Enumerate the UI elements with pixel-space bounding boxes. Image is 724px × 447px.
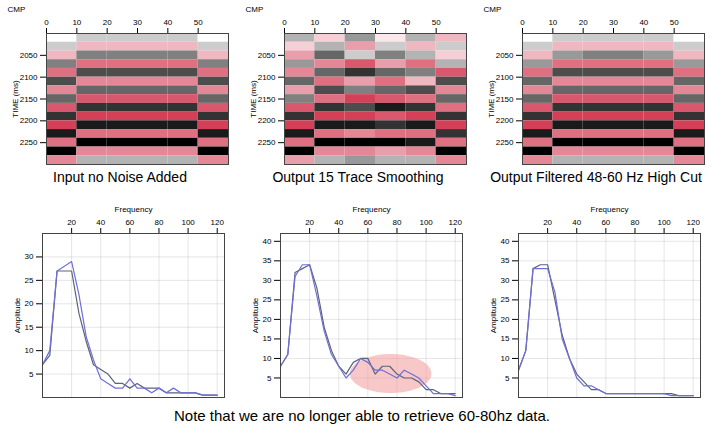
svg-text:2100: 2100: [20, 73, 38, 82]
svg-text:30: 30: [371, 18, 380, 27]
svg-text:60: 60: [363, 218, 372, 227]
svg-text:2250: 2250: [496, 138, 514, 147]
svg-text:20: 20: [263, 315, 272, 324]
svg-text:30: 30: [25, 252, 34, 261]
svg-text:20: 20: [305, 218, 314, 227]
svg-text:20: 20: [501, 315, 510, 324]
svg-text:40: 40: [96, 218, 105, 227]
svg-text:40: 40: [263, 237, 272, 246]
svg-text:Frequency: Frequency: [353, 205, 391, 214]
svg-text:2050: 2050: [258, 51, 276, 60]
svg-text:20: 20: [579, 18, 588, 27]
svg-text:80: 80: [393, 218, 402, 227]
svg-text:2100: 2100: [258, 73, 276, 82]
svg-text:20: 20: [67, 218, 76, 227]
svg-text:5: 5: [505, 374, 510, 383]
html-text:Input no Noise Added: Input no Noise Added: [53, 169, 187, 185]
svg-text:30: 30: [501, 276, 510, 285]
html-text:Output 15 Trace Smoothing: Output 15 Trace Smoothing: [272, 169, 444, 185]
svg-text:40: 40: [163, 18, 172, 27]
svg-text:TIME (ms): TIME (ms): [487, 80, 496, 118]
svg-text:40: 40: [401, 18, 410, 27]
svg-text:100: 100: [181, 218, 195, 227]
svg-text:30: 30: [263, 276, 272, 285]
svg-text:Amplitude: Amplitude: [489, 297, 498, 333]
svg-text:10: 10: [25, 346, 34, 355]
svg-text:2200: 2200: [496, 116, 514, 125]
svg-text:0: 0: [282, 18, 287, 27]
svg-text:100: 100: [657, 218, 671, 227]
svg-text:50: 50: [670, 18, 679, 27]
svg-text:Frequency: Frequency: [591, 205, 629, 214]
svg-text:2150: 2150: [258, 95, 276, 104]
svg-text:100: 100: [419, 218, 433, 227]
svg-text:CMP: CMP: [484, 5, 502, 14]
svg-text:40: 40: [639, 18, 648, 27]
svg-text:2100: 2100: [496, 73, 514, 82]
svg-text:20: 20: [341, 18, 350, 27]
svg-text:20: 20: [103, 18, 112, 27]
svg-text:40: 40: [501, 237, 510, 246]
svg-text:25: 25: [263, 295, 272, 304]
svg-text:2200: 2200: [20, 116, 38, 125]
svg-text:60: 60: [125, 218, 134, 227]
svg-text:25: 25: [501, 295, 510, 304]
svg-text:40: 40: [572, 218, 581, 227]
svg-text:80: 80: [631, 218, 640, 227]
svg-text:50: 50: [432, 18, 441, 27]
svg-text:20: 20: [543, 218, 552, 227]
svg-text:2200: 2200: [258, 116, 276, 125]
svg-text:2050: 2050: [20, 51, 38, 60]
svg-text:25: 25: [25, 276, 34, 285]
svg-text:80: 80: [155, 218, 164, 227]
svg-text:15: 15: [263, 334, 272, 343]
svg-text:50: 50: [194, 18, 203, 27]
svg-text:40: 40: [334, 218, 343, 227]
svg-text:20: 20: [25, 299, 34, 308]
svg-text:10: 10: [501, 354, 510, 363]
svg-text:CMP: CMP: [8, 5, 26, 14]
svg-text:Amplitude: Amplitude: [251, 297, 260, 333]
svg-text:120: 120: [211, 218, 225, 227]
svg-text:TIME (ms): TIME (ms): [249, 80, 258, 118]
svg-text:2150: 2150: [20, 95, 38, 104]
svg-text:TIME (ms): TIME (ms): [11, 80, 20, 118]
svg-text:2250: 2250: [20, 138, 38, 147]
svg-text:10: 10: [72, 18, 81, 27]
svg-text:10: 10: [548, 18, 557, 27]
svg-text:60: 60: [601, 218, 610, 227]
svg-text:0: 0: [520, 18, 525, 27]
svg-text:10: 10: [263, 354, 272, 363]
svg-text:2050: 2050: [496, 51, 514, 60]
svg-text:35: 35: [501, 256, 510, 265]
svg-text:35: 35: [263, 256, 272, 265]
svg-text:10: 10: [310, 18, 319, 27]
svg-text:Amplitude: Amplitude: [13, 297, 22, 333]
svg-text:5: 5: [267, 374, 272, 383]
svg-text:120: 120: [687, 218, 701, 227]
html-text:Output Filtered 48-60 Hz High: Output Filtered 48-60 Hz High Cut: [490, 169, 702, 185]
svg-text:5: 5: [29, 370, 34, 379]
svg-text:Frequency: Frequency: [115, 205, 153, 214]
svg-text:30: 30: [609, 18, 618, 27]
svg-text:15: 15: [501, 334, 510, 343]
html-text:Note that we are no longer abl: Note that we are no longer able to retri…: [174, 407, 550, 424]
svg-text:120: 120: [449, 218, 463, 227]
svg-text:CMP: CMP: [246, 5, 264, 14]
svg-text:15: 15: [25, 323, 34, 332]
svg-text:0: 0: [44, 18, 49, 27]
svg-text:2250: 2250: [258, 138, 276, 147]
svg-text:30: 30: [133, 18, 142, 27]
svg-text:2150: 2150: [496, 95, 514, 104]
